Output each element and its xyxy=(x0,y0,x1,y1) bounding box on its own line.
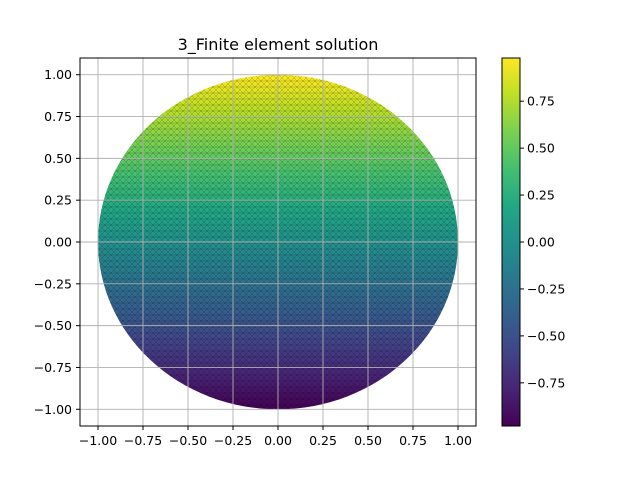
y-tick-label: 0.00 xyxy=(44,235,72,250)
x-axis: −1.00 −0.75 −0.50 −0.25 0.00 0.25 0.50 0.75 1.00 xyxy=(79,426,472,448)
x-tick-label: 0.50 xyxy=(354,433,382,448)
y-tick-label: −1.00 xyxy=(34,402,72,417)
colorbar-gradient xyxy=(501,57,521,427)
y-tick-label: 0.25 xyxy=(44,193,72,208)
x-tick-label: 0.00 xyxy=(264,433,292,448)
x-tick-label: 0.25 xyxy=(309,433,337,448)
colorbar-tick-label: −0.50 xyxy=(527,328,565,343)
x-tick-label: 1.00 xyxy=(444,433,472,448)
colorbar-tick-label: 0.50 xyxy=(527,141,555,156)
grid-lines xyxy=(80,58,476,426)
colorbar-tick-label: −0.25 xyxy=(527,281,565,296)
y-tick-label: −0.25 xyxy=(34,276,72,291)
chart-title: 3_Finite element solution xyxy=(178,35,379,55)
x-tick-label: 0.75 xyxy=(399,433,427,448)
y-tick-label: 1.00 xyxy=(44,67,72,82)
x-tick-label: −1.00 xyxy=(79,433,117,448)
x-tick-label: −0.25 xyxy=(214,433,252,448)
colorbar: −0.75 −0.50 −0.25 0.00 0.25 0.50 0.75 xyxy=(501,57,565,427)
colorbar-tick-label: 0.75 xyxy=(527,94,555,109)
x-tick-label: −0.75 xyxy=(124,433,162,448)
y-tick-label: −0.50 xyxy=(34,318,72,333)
x-tick-label: −0.50 xyxy=(169,433,207,448)
plot-area xyxy=(79,57,477,427)
y-axis: 1.00 0.75 0.50 0.25 0.00 −0.25 −0.50 −0.75 −1.00 xyxy=(34,67,80,417)
colorbar-tick-label: 0.25 xyxy=(527,188,555,203)
y-tick-label: 0.50 xyxy=(44,151,72,166)
colorbar-ticks: −0.75 −0.50 −0.25 0.00 0.25 0.50 0.75 xyxy=(520,94,565,390)
colorbar-tick-label: −0.75 xyxy=(527,375,565,390)
colorbar-tick-label: 0.00 xyxy=(527,235,555,250)
y-tick-label: −0.75 xyxy=(34,360,72,375)
y-tick-label: 0.75 xyxy=(44,109,72,124)
